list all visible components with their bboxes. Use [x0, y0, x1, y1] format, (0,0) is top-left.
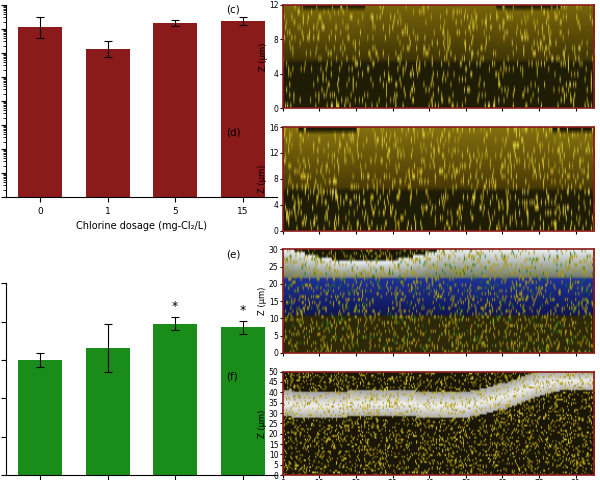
- Y-axis label: Z (μm): Z (μm): [258, 287, 267, 315]
- Text: *: *: [172, 300, 178, 313]
- Text: (c): (c): [227, 5, 241, 15]
- Bar: [153, 23, 197, 480]
- Text: (e): (e): [227, 249, 241, 259]
- Bar: [86, 348, 130, 475]
- Bar: [18, 360, 62, 475]
- X-axis label: Chlorine dosage (mg-Cl₂/L): Chlorine dosage (mg-Cl₂/L): [76, 221, 207, 231]
- Bar: [221, 327, 265, 475]
- Y-axis label: Z (μm): Z (μm): [258, 409, 267, 438]
- Y-axis label: Z (μm): Z (μm): [259, 165, 268, 193]
- Text: (f): (f): [227, 372, 238, 382]
- Bar: [153, 324, 197, 475]
- Bar: [86, 48, 130, 480]
- Y-axis label: Z (μm): Z (μm): [259, 42, 268, 71]
- Text: (d): (d): [227, 127, 241, 137]
- Bar: [221, 21, 265, 480]
- Bar: [18, 27, 62, 480]
- Text: *: *: [240, 304, 246, 317]
